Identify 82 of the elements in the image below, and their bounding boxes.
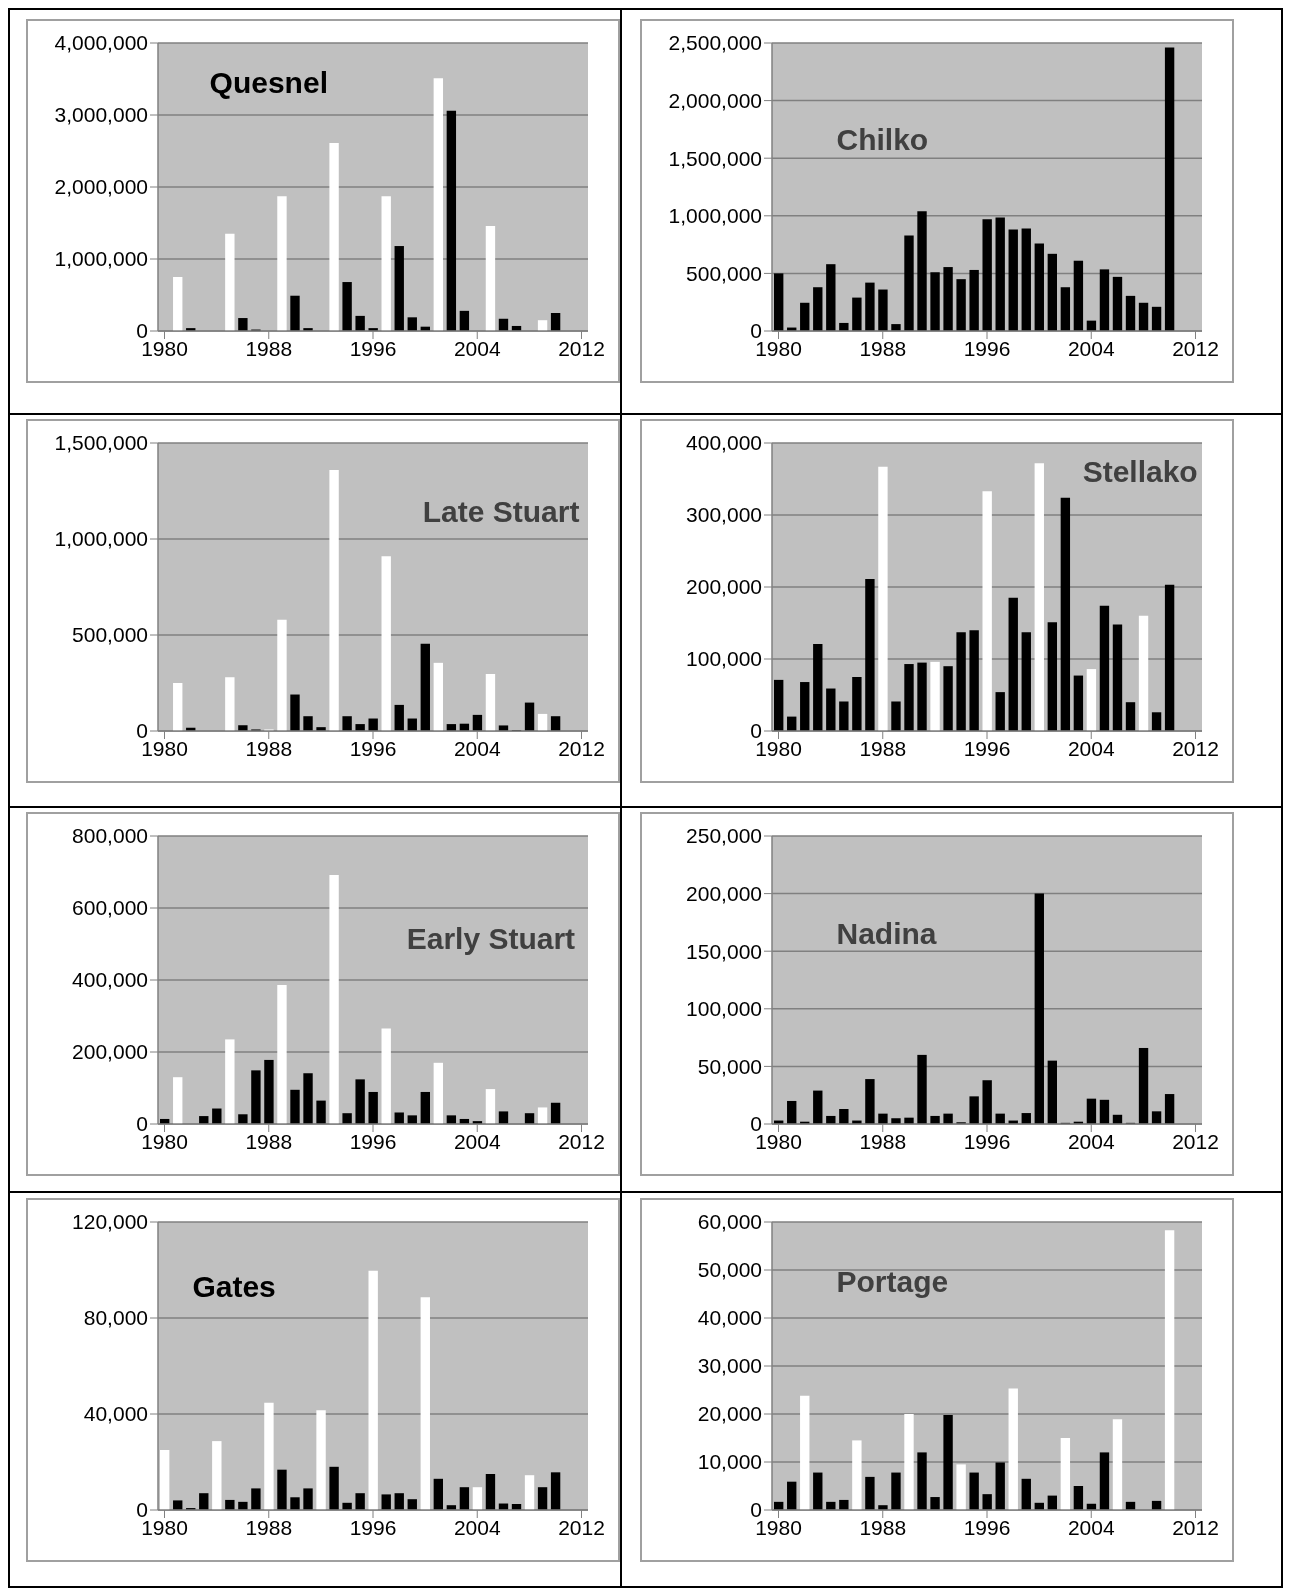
y-tick-label: 600,000 [72, 896, 148, 920]
y-tick-label: 0 [136, 1497, 148, 1521]
x-tick-label: 1996 [963, 736, 1011, 760]
x-tick-label: 2004 [1067, 1129, 1115, 1153]
y-tick-label: 500,000 [72, 623, 148, 647]
y-tick-label: 10,000 [697, 1449, 762, 1473]
y-tick-label: 200,000 [686, 575, 762, 599]
text: Gates [192, 1270, 276, 1305]
x-tick-label: 2004 [453, 1129, 501, 1153]
y-tick-label: 40,000 [83, 1401, 148, 1425]
x-tick-label: 1988 [859, 1129, 907, 1153]
x-tick-label: 1988 [859, 1515, 907, 1539]
x-tick-label: 2012 [558, 736, 605, 760]
y-tick-label: 0 [750, 318, 762, 342]
y-tick-label: 30,000 [697, 1353, 762, 1377]
x-tick-label: 2004 [453, 1515, 501, 1539]
x-tick-label: 2004 [1067, 336, 1115, 360]
y-tick-label: 250,000 [686, 824, 762, 848]
x-tick-label: 1996 [963, 336, 1011, 360]
y-tick-label: 120,000 [72, 1209, 148, 1233]
x-tick-label: 2012 [558, 1129, 605, 1153]
x-tick-label: 2004 [453, 336, 501, 360]
y-tick-label: 2,000,000 [54, 174, 148, 198]
x-tick-label: 2012 [1172, 336, 1219, 360]
x-tick-label: 1996 [349, 736, 397, 760]
x-tick-label: 2004 [1067, 1515, 1115, 1539]
y-tick-label: 0 [136, 1112, 148, 1136]
y-tick-label: 400,000 [686, 431, 762, 455]
y-tick-label: 200,000 [686, 882, 762, 906]
y-tick-label: 400,000 [72, 968, 148, 992]
x-tick-label: 1996 [349, 336, 397, 360]
y-tick-label: 50,000 [697, 1257, 762, 1281]
text: Late Stuart [422, 494, 580, 529]
x-tick-label: 1996 [963, 1515, 1011, 1539]
text: Nadina [836, 916, 937, 951]
y-tick-label: 800,000 [72, 824, 148, 848]
y-tick-label: 1,000,000 [54, 246, 148, 270]
x-tick-label: 1996 [349, 1129, 397, 1153]
text: Early Stuart [406, 922, 576, 957]
text: Quesnel [209, 65, 328, 100]
x-tick-label: 2012 [1172, 1515, 1219, 1539]
y-tick-label: 0 [136, 318, 148, 342]
y-tick-label: 2,500,000 [668, 30, 762, 54]
x-tick-label: 1996 [349, 1515, 397, 1539]
y-tick-label: 1,500,000 [54, 431, 148, 455]
y-tick-label: 20,000 [697, 1401, 762, 1425]
y-tick-label: 0 [750, 719, 762, 743]
x-tick-label: 1988 [245, 1129, 293, 1153]
x-tick-label: 1988 [859, 736, 907, 760]
text: Chilko [836, 123, 929, 158]
y-tick-label: 4,000,000 [54, 30, 148, 54]
y-tick-label: 0 [136, 719, 148, 743]
y-tick-label: 2,000,000 [668, 88, 762, 112]
y-tick-label: 500,000 [686, 261, 762, 285]
y-tick-label: 80,000 [83, 1305, 148, 1329]
y-tick-label: 1,000,000 [54, 527, 148, 551]
y-tick-label: 40,000 [697, 1305, 762, 1329]
x-tick-label: 1988 [245, 1515, 293, 1539]
y-tick-label: 60,000 [697, 1209, 762, 1233]
x-tick-label: 2004 [453, 736, 501, 760]
x-tick-label: 1988 [859, 336, 907, 360]
x-tick-label: 1988 [245, 336, 293, 360]
y-tick-label: 150,000 [686, 939, 762, 963]
y-tick-label: 100,000 [686, 647, 762, 671]
x-tick-label: 2012 [1172, 1129, 1219, 1153]
text: Portage [836, 1264, 949, 1299]
x-tick-label: 1988 [245, 736, 293, 760]
y-tick-label: 1,500,000 [668, 146, 762, 170]
y-tick-label: 1,000,000 [668, 203, 762, 227]
chart-title: Stellako [1082, 454, 1198, 489]
x-tick-label: 1996 [963, 1129, 1011, 1153]
y-tick-label: 0 [750, 1497, 762, 1521]
y-tick-label: 50,000 [697, 1054, 762, 1078]
y-tick-label: 0 [750, 1112, 762, 1136]
x-tick-label: 2012 [558, 336, 605, 360]
x-tick-label: 2012 [1172, 736, 1219, 760]
y-tick-label: 200,000 [72, 1040, 148, 1064]
y-tick-label: 3,000,000 [54, 102, 148, 126]
y-tick-label: 100,000 [686, 997, 762, 1021]
y-tick-label: 300,000 [686, 503, 762, 527]
x-tick-label: 2004 [1067, 736, 1115, 760]
x-tick-label: 2012 [558, 1515, 605, 1539]
